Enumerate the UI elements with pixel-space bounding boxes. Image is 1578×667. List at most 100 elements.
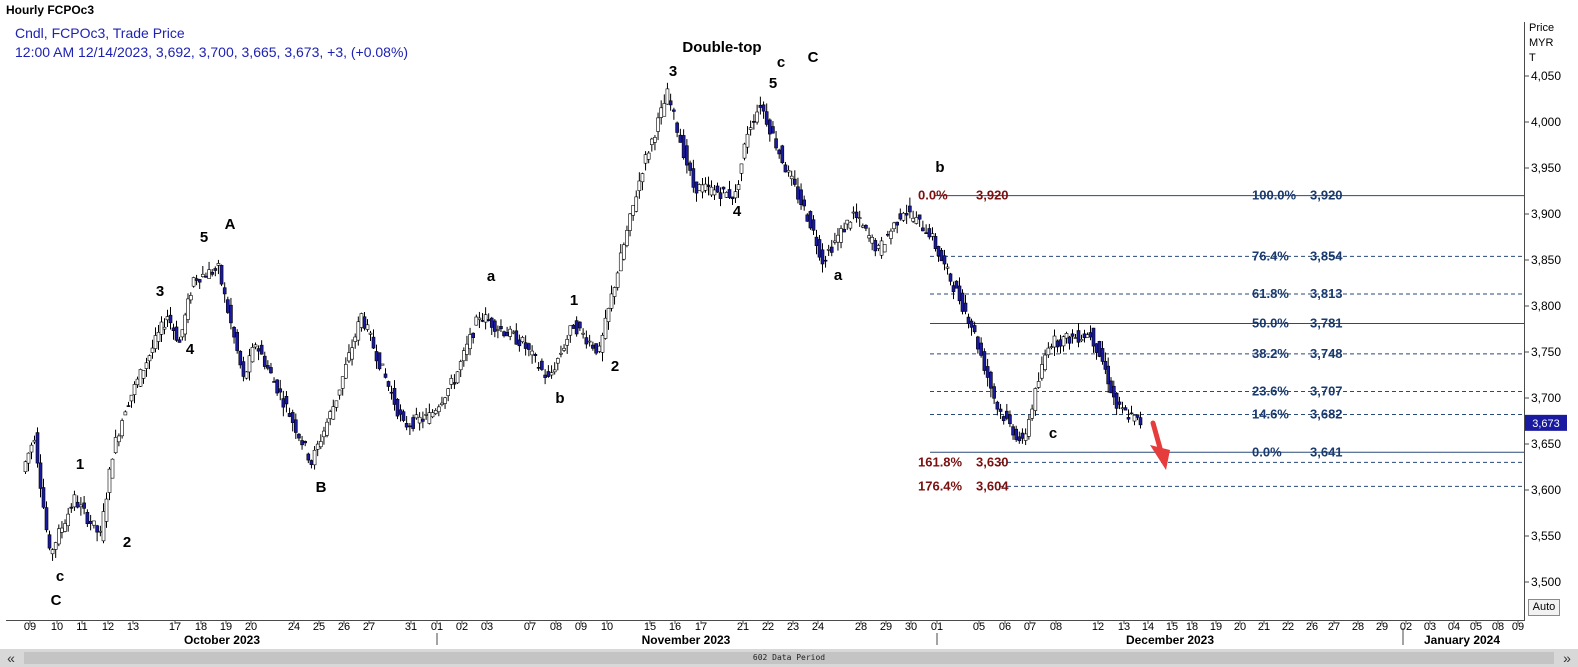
candle <box>917 214 922 227</box>
candle-body <box>628 213 632 231</box>
candle-body <box>727 189 732 198</box>
candle <box>829 239 834 257</box>
candle <box>392 380 397 411</box>
candle-body <box>356 321 361 341</box>
candle-body <box>480 320 485 322</box>
time-tick-label: 18 <box>1186 621 1198 633</box>
candle-body <box>186 298 190 320</box>
candle-body <box>386 381 391 387</box>
candle-body <box>120 420 124 437</box>
candle <box>1049 343 1054 350</box>
time-tick-label: 18 <box>195 621 207 633</box>
candle-body <box>183 314 187 335</box>
candle-body <box>32 439 37 443</box>
candle-body <box>194 278 199 281</box>
candle-body <box>75 501 80 508</box>
candle-body <box>98 530 103 533</box>
candle-body <box>496 329 500 331</box>
candle-body <box>350 347 354 360</box>
price-tick-label: 3,950 <box>1531 161 1561 175</box>
fib-percent-label: 50.0% <box>1252 315 1289 330</box>
candle-body <box>210 271 214 275</box>
time-tick-label: 02 <box>1400 621 1412 633</box>
candle <box>755 104 759 125</box>
candle <box>129 394 134 408</box>
candle <box>502 330 506 338</box>
month-label: October 2023 <box>184 633 260 647</box>
candle <box>443 396 447 409</box>
candle-body <box>957 285 962 302</box>
candle <box>474 314 479 326</box>
candle-body <box>383 373 388 378</box>
plot-area[interactable] <box>6 22 1525 621</box>
candle-body <box>697 184 702 191</box>
candle <box>939 247 944 262</box>
candle <box>1046 342 1051 358</box>
time-tick-label: 20 <box>1234 621 1246 633</box>
candle-body <box>141 369 146 379</box>
candle <box>706 176 711 196</box>
candle <box>107 467 112 501</box>
candle <box>365 319 370 332</box>
candle-body <box>465 343 469 355</box>
candle-body <box>694 181 699 194</box>
candle-body <box>1067 336 1072 344</box>
candle <box>23 460 28 474</box>
candle-body <box>297 433 301 439</box>
candle <box>656 112 660 141</box>
candle <box>914 211 919 225</box>
candlestick-series <box>23 82 1143 561</box>
time-tick-label: 14 <box>1142 621 1154 633</box>
candle-body <box>156 332 161 342</box>
time-tick-label: 29 <box>880 621 892 633</box>
candle <box>954 280 959 289</box>
fib-price-label: 3,682 <box>1310 407 1343 422</box>
candle <box>826 244 831 256</box>
candle-body <box>104 498 109 522</box>
candle-body <box>549 372 554 376</box>
scroll-right-icon[interactable]: » <box>1563 650 1571 666</box>
scroll-thumb[interactable] <box>24 652 1554 664</box>
horizontal-scrollbar[interactable]: « 602 Data Period » <box>0 649 1578 667</box>
down-arrow-icon <box>1150 420 1170 470</box>
candle-body <box>449 378 454 385</box>
candle-body <box>1058 339 1063 347</box>
candle-body <box>584 337 589 345</box>
candle <box>395 398 400 420</box>
month-label: January 2024 <box>1424 633 1500 647</box>
candle-body <box>675 122 679 133</box>
candle-body <box>995 401 1000 410</box>
candle <box>688 160 692 176</box>
candle-body <box>1064 333 1069 339</box>
candle-body <box>1020 432 1025 439</box>
candle <box>960 289 965 315</box>
candle <box>344 357 348 379</box>
candle-body <box>814 236 819 247</box>
candle <box>742 142 747 161</box>
candle-body <box>618 252 623 272</box>
candle <box>250 343 255 363</box>
candle-body <box>1100 348 1105 362</box>
candle <box>796 177 800 204</box>
time-tick-label: 22 <box>762 621 774 633</box>
auto-scale-button[interactable]: Auto <box>1528 599 1560 616</box>
wave-label: c <box>56 568 64 585</box>
candle-body <box>474 316 479 326</box>
candle-body <box>1094 343 1099 353</box>
candle <box>957 277 962 305</box>
scroll-left-icon[interactable]: « <box>7 650 15 666</box>
candle <box>272 377 276 383</box>
candle <box>1014 425 1018 442</box>
candle <box>138 368 143 387</box>
candle-body <box>365 324 370 330</box>
candle <box>259 340 264 355</box>
candle <box>219 264 224 287</box>
candle <box>527 342 531 357</box>
candle <box>92 520 96 529</box>
candle-body <box>433 410 438 414</box>
candle-body <box>113 437 118 454</box>
candle <box>458 359 463 378</box>
candle-body <box>879 240 884 256</box>
candle <box>386 380 391 392</box>
